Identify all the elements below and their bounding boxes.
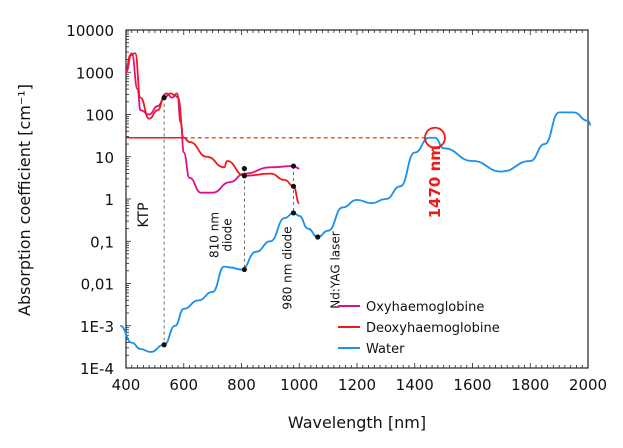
marker-label: 810 nmdiode <box>207 212 234 258</box>
legend: Oxyhaemoglobine Deoxyhaemoglobine Water <box>338 300 500 357</box>
y-tick-label: 0,01 <box>81 276 114 294</box>
marker-label: 980 nm diode <box>280 226 294 309</box>
marker-point <box>290 183 297 189</box>
series-line-deoxyhaemoglobine <box>125 52 301 205</box>
y-tick-label: 1E-4 <box>80 360 114 378</box>
y-tick-label: 100 <box>85 107 114 125</box>
series-line-oxyhaemoglobine <box>125 52 300 194</box>
series-line-water <box>119 111 592 353</box>
x-tick-label: 2000 <box>569 376 607 394</box>
x-tick-label: 1400 <box>396 376 434 394</box>
legend-label-deoxyhaemoglobine: Deoxyhaemoglobine <box>366 321 500 336</box>
marker-point <box>241 173 247 179</box>
marker-point <box>241 165 247 172</box>
series-lines <box>119 52 592 353</box>
y-tick-label: 0,1 <box>90 233 114 251</box>
marker-point <box>161 342 167 348</box>
x-tick-label: 1600 <box>453 376 491 394</box>
highlight-circle <box>424 126 446 149</box>
marker-point <box>290 163 297 169</box>
x-tick-label: 1200 <box>338 376 376 394</box>
x-tick-label: 1800 <box>511 376 549 394</box>
x-tick-label: 600 <box>169 376 198 394</box>
y-tick-label: 1000 <box>76 64 114 82</box>
marker-point <box>290 210 297 216</box>
y-tick-label: 10000 <box>66 22 114 40</box>
tick-labels: 400 600 800 1000 1200 1400 1600 1800 20001000010… <box>66 22 607 394</box>
x-axis-title: Wavelength [nm] <box>288 413 426 432</box>
legend-label-water: Water <box>366 342 405 357</box>
y-tick-label: 1E-3 <box>80 318 114 336</box>
y-axis-title: Absorption coefficient [cm⁻¹] <box>15 84 34 316</box>
x-tick-label: 1000 <box>280 376 318 394</box>
marker-label: Nd:YAG laser <box>329 231 343 308</box>
wavelength-markers: KTP 810 nmdiode 980 nm diode Nd:YAG laser 14… <box>136 95 446 348</box>
highlight-label: 1470 nm <box>426 145 444 218</box>
marker-point <box>161 95 167 101</box>
legend-label-oxyhaemoglobine: Oxyhaemoglobine <box>366 300 484 315</box>
y-tick-label: 10 <box>95 149 114 167</box>
x-tick-label: 400 <box>112 376 141 394</box>
marker-label: KTP <box>136 202 152 227</box>
marker-point <box>315 234 321 240</box>
y-tick-label: 1 <box>104 191 114 209</box>
x-tick-label: 800 <box>227 376 256 394</box>
marker-point <box>241 266 247 273</box>
ticks <box>125 29 589 369</box>
